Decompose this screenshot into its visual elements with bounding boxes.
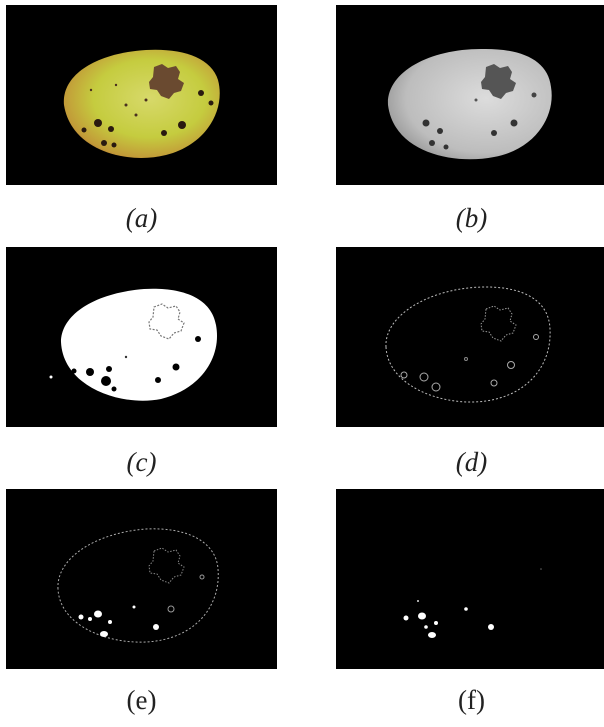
panel-d-edge-image [336, 247, 604, 427]
caption-a: (a) [125, 203, 158, 233]
caption-b: (b) [455, 203, 488, 233]
caption-d: (d) [455, 447, 488, 477]
panel-e-edges-with-spots [6, 489, 277, 669]
caption-e: (e) [126, 685, 157, 715]
caption-f: (f) [458, 685, 485, 715]
caption-c: (c) [126, 447, 157, 477]
panel-a-original-color-image [6, 5, 277, 185]
panel-b-grayscale-image [336, 5, 604, 185]
panel-c-binary-image [6, 247, 277, 427]
panel-f-extracted-spots [336, 489, 604, 669]
